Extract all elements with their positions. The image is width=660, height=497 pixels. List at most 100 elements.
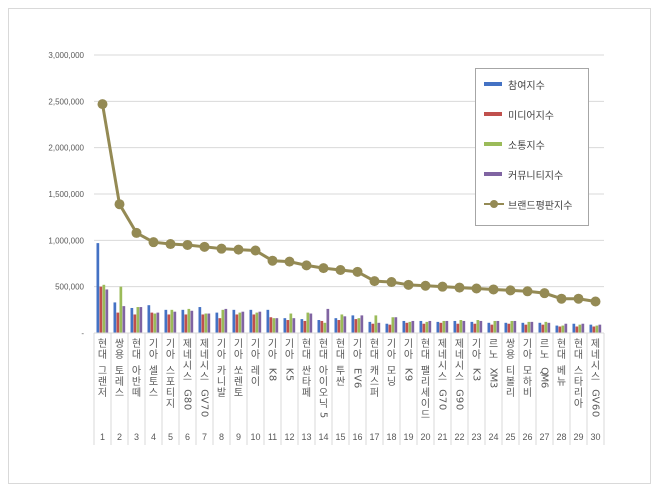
bar: [544, 321, 548, 333]
bar: [153, 313, 157, 333]
svg-text:아: 아: [132, 365, 141, 377]
svg-text:현: 현: [302, 338, 311, 350]
bar: [388, 324, 392, 333]
bar: [578, 324, 582, 333]
svg-text:제: 제: [438, 338, 447, 350]
svg-text:반: 반: [132, 376, 141, 388]
line-marker: [301, 260, 312, 271]
bar: [130, 307, 134, 333]
legend-item-brand-reputation: 브랜드평판지수: [484, 197, 572, 212]
legend-line-marker-icon: [484, 200, 504, 208]
gridlines: [94, 54, 604, 288]
bar: [527, 321, 531, 333]
bar: [249, 309, 253, 333]
svg-text:대: 대: [132, 349, 141, 361]
svg-text:비: 비: [523, 387, 532, 399]
line-marker: [165, 239, 176, 250]
svg-text:레: 레: [115, 376, 124, 388]
svg-text:랜: 랜: [98, 376, 107, 388]
svg-text:오: 오: [319, 388, 328, 399]
svg-text:대: 대: [98, 349, 107, 361]
svg-text:시: 시: [591, 360, 600, 372]
svg-text:포: 포: [166, 377, 175, 388]
bar: [592, 326, 596, 333]
bar: [425, 321, 429, 333]
x-rank-label: 15: [335, 432, 345, 442]
bar: [521, 322, 525, 333]
bar: [306, 312, 310, 333]
svg-text:쌍: 쌍: [115, 338, 124, 350]
bar: [411, 320, 415, 333]
legend-item-community: 커뮤니티지수: [484, 167, 563, 182]
line-marker: [403, 279, 414, 290]
svg-text:스: 스: [591, 371, 600, 383]
svg-text:페: 페: [302, 387, 311, 399]
line-marker: [335, 264, 346, 275]
bar: [99, 286, 103, 333]
svg-text:기: 기: [285, 338, 294, 350]
svg-text:아: 아: [319, 365, 328, 377]
svg-text:네: 네: [438, 349, 447, 361]
svg-text:대: 대: [336, 349, 345, 361]
bar: [598, 324, 602, 333]
svg-text:노: 노: [489, 349, 498, 361]
x-rank-label: 4: [151, 432, 156, 442]
svg-text:타: 타: [574, 376, 583, 388]
bar: [445, 320, 449, 333]
svg-text:네: 네: [200, 349, 209, 361]
bar: [530, 321, 534, 333]
line-marker: [233, 244, 244, 255]
svg-text:대: 대: [574, 349, 583, 361]
line-marker: [97, 99, 108, 110]
svg-text:현: 현: [421, 338, 430, 350]
line-marker: [369, 276, 380, 287]
svg-text:0: 0: [454, 404, 465, 410]
bar: [524, 324, 528, 333]
bar: [289, 313, 293, 333]
x-rank-label: 21: [437, 432, 447, 442]
y-tick-label: 500,000: [55, 283, 84, 292]
x-rank-label: 10: [250, 432, 260, 442]
svg-text:스: 스: [370, 376, 379, 388]
svg-text:기: 기: [217, 338, 226, 350]
legend-label: 미디어지수: [508, 110, 554, 122]
bar: [408, 321, 412, 333]
bar: [102, 284, 106, 333]
svg-text:0: 0: [182, 404, 193, 410]
svg-text:이: 이: [319, 376, 328, 388]
bar: [360, 315, 364, 333]
svg-text:9: 9: [403, 375, 414, 381]
line-marker: [454, 282, 465, 293]
svg-text:시: 시: [200, 360, 209, 372]
svg-text:베: 베: [557, 365, 566, 377]
y-tick-label: 2,500,000: [48, 97, 84, 106]
bar: [275, 318, 279, 333]
svg-text:렌: 렌: [234, 376, 243, 388]
svg-text:7: 7: [437, 397, 448, 403]
line-marker: [420, 280, 431, 291]
line-marker: [284, 256, 295, 267]
svg-text:대: 대: [370, 349, 379, 361]
svg-text:발: 발: [217, 387, 226, 399]
x-rank-label: 27: [539, 432, 549, 442]
line-marker: [318, 263, 329, 274]
svg-text:카: 카: [217, 365, 226, 377]
x-rank-label: 12: [284, 432, 294, 442]
bar: [496, 320, 500, 333]
svg-text:시: 시: [438, 360, 447, 372]
svg-text:아: 아: [268, 349, 277, 361]
svg-text:네: 네: [183, 349, 192, 361]
bar: [334, 318, 338, 333]
bar: [190, 310, 194, 333]
svg-text:현: 현: [132, 338, 141, 350]
legend-label: 참여지수: [508, 80, 545, 92]
bar: [422, 323, 426, 333]
svg-text:G: G: [437, 389, 448, 397]
